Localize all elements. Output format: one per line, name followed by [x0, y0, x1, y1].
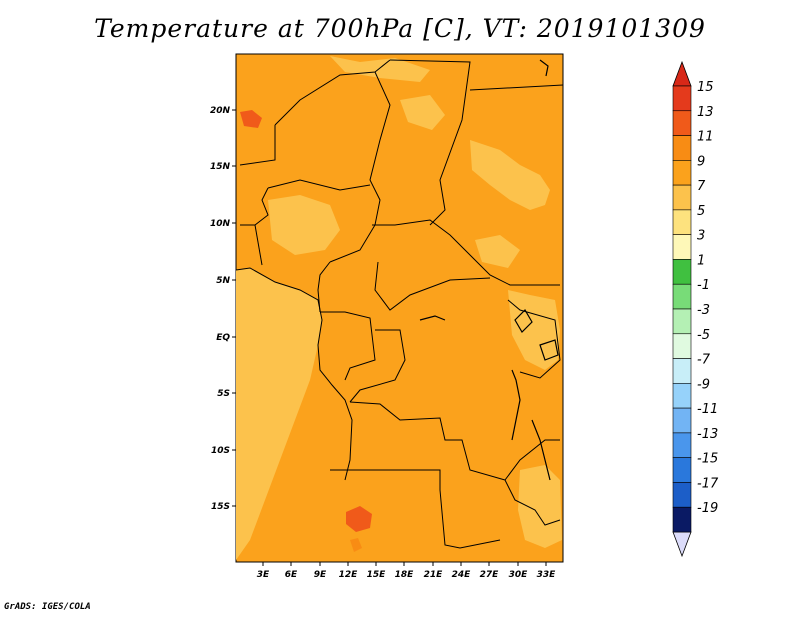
lon-tick-6e: 6E [285, 570, 298, 580]
lat-tick-10s: 10S [211, 446, 230, 456]
colorbar-segment [672, 283, 692, 310]
field-region-desert-patch [400, 95, 445, 130]
colorbar-label: -9 [697, 377, 710, 392]
colorbar-segment [672, 234, 692, 260]
field-region-east [470, 140, 550, 210]
colorbar-label: 13 [697, 105, 714, 120]
colorbar-bottom-arrow [672, 531, 692, 558]
lon-tick-24e: 24E [452, 570, 472, 580]
field-warm-spot-namibia [346, 506, 372, 532]
colorbar-label: -13 [697, 427, 718, 442]
field-region-west-coast [236, 268, 322, 560]
colorbar-label: 3 [697, 229, 705, 244]
colorbar-label: -5 [697, 328, 710, 343]
lat-tick-20n: 20N [210, 106, 231, 116]
colorbar-label: -11 [697, 402, 718, 417]
colorbar-segment [672, 482, 692, 508]
colorbar-segment [672, 457, 692, 483]
colorbar-label: -1 [697, 278, 710, 293]
lon-tick-33e: 33E [537, 570, 557, 580]
lon-tick-27e: 27E [480, 570, 500, 580]
colorbar-segment [672, 160, 692, 186]
map-panel: 20N 15N 10N 5N EQ 5S 10S 15S 3E 6E 9E 12… [210, 53, 564, 580]
lon-tick-21e: 21E [424, 570, 444, 580]
colorbar-label: -7 [697, 353, 711, 368]
colorbar-label: 1 [697, 253, 705, 268]
colorbar-top-arrow [672, 60, 692, 87]
field-region-east-patch [475, 235, 520, 268]
field-region-sahara-north [330, 56, 430, 82]
country-borders [235, 59, 564, 549]
colorbar-segment [672, 432, 692, 458]
lon-tick-12e: 12E [339, 570, 359, 580]
lat-tick-5n: 5N [216, 276, 230, 286]
lakes-outline [419, 59, 559, 481]
colorbar-segment [672, 85, 692, 112]
colorbar-segment [672, 506, 692, 533]
lon-tick-18e: 18E [395, 570, 415, 580]
lat-tick-15n: 15N [210, 162, 231, 172]
colorbar-segment [672, 308, 692, 335]
lat-tick-eq: EQ [216, 333, 230, 343]
field-region-nigeria [268, 195, 340, 255]
colorbar-segment [672, 358, 692, 384]
colorbar-label: -17 [697, 476, 719, 491]
lon-tick-3e: 3E [257, 570, 270, 580]
lat-tick-5s: 5S [217, 389, 230, 399]
colorbar-segment [672, 209, 692, 235]
colorbar-segment [672, 407, 692, 434]
field-warm-spot-small [350, 538, 362, 552]
field-warm-spot-sahara [240, 110, 262, 128]
colorbar-segment [672, 184, 692, 211]
colorbar-segment [672, 110, 692, 136]
colorbar-label: 11 [697, 130, 714, 145]
map-title: Temperature at 700hPa [C], VT: 201910130… [94, 14, 706, 43]
colorbar: 15 13 11 9 7 5 3 1 -1 -3 -5 -7 -9 -11 -13 -15 -17 -19 [672, 60, 719, 558]
lat-tick-15s: 15S [211, 502, 230, 512]
colorbar-segment [672, 333, 692, 359]
lat-axis: 20N 15N 10N 5N EQ 5S 10S 15S [210, 106, 236, 512]
grads-credit: GrADS: IGES/COLA [4, 602, 91, 612]
colorbar-label: 15 [697, 80, 714, 95]
colorbar-label: 5 [697, 204, 705, 219]
lon-tick-15e: 15E [367, 570, 387, 580]
colorbar-segment [672, 135, 692, 161]
colorbar-label: -3 [697, 303, 710, 318]
field-region-south-east [518, 465, 562, 548]
colorbar-label: 9 [697, 154, 705, 169]
colorbar-label: 7 [697, 179, 706, 194]
lat-tick-10n: 10N [210, 219, 231, 229]
colorbar-label: -15 [697, 452, 718, 467]
colorbar-segment [672, 259, 692, 285]
colorbar-segment [672, 383, 692, 409]
colorbar-label: -19 [697, 501, 718, 516]
lon-tick-30e: 30E [509, 570, 529, 580]
lon-tick-9e: 9E [314, 570, 327, 580]
lon-axis: 3E 6E 9E 12E 15E 18E 21E 24E 27E 30E 33E [257, 562, 556, 580]
